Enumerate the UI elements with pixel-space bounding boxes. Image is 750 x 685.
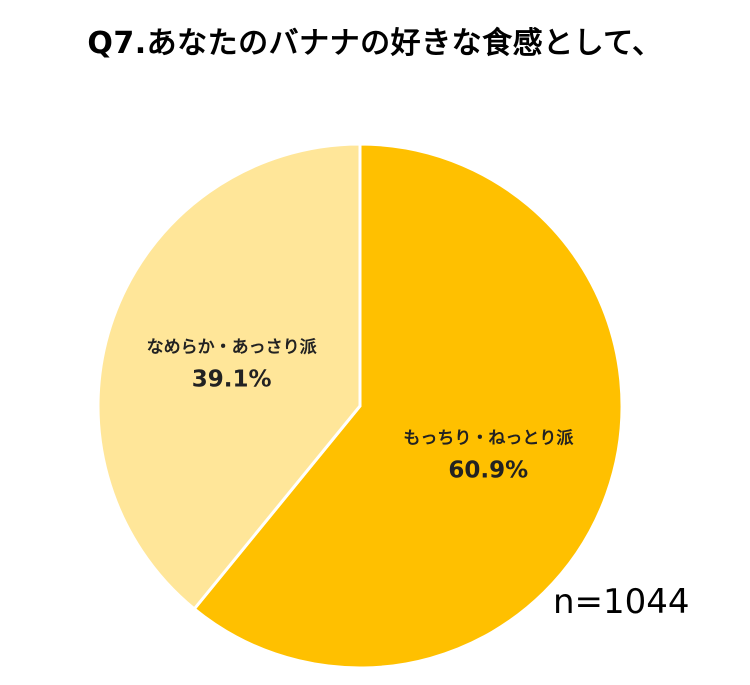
- slice-label-0: もっちり・ねっとり派: [403, 429, 574, 449]
- pie-slice-0: [192, 142, 624, 670]
- slice-label-1: なめらか・あっさり派: [147, 337, 318, 357]
- pie-slice-1: [96, 142, 362, 612]
- sample-size: n=1044: [553, 582, 690, 622]
- slice-value-0: 60.9%: [448, 458, 528, 484]
- chart-title: Q7.あなたのバナナの好きな食感として、: [87, 26, 663, 61]
- slice-value-1: 39.1%: [192, 366, 272, 392]
